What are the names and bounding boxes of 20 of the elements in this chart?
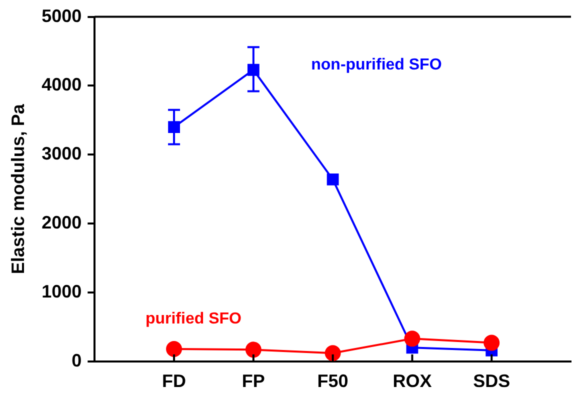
point xyxy=(326,174,339,186)
point xyxy=(324,345,341,362)
x-tick-label: ROX xyxy=(392,371,432,392)
y-tick-label: 1000 xyxy=(42,281,82,302)
x-tick-label: F50 xyxy=(317,371,348,392)
y-tick-label: 3000 xyxy=(42,144,82,164)
point xyxy=(484,334,500,351)
x-tick-label: FD xyxy=(162,371,186,392)
x-tick-label: FP xyxy=(242,371,265,392)
text: non-purified SFO xyxy=(311,56,442,74)
series-label: purified SFO xyxy=(145,310,242,328)
x-tick-label: SDS xyxy=(473,371,510,392)
y-tick-label: 0 xyxy=(72,350,82,370)
y-axis-title: Elastic modulus, Pa xyxy=(8,103,28,274)
point xyxy=(245,342,262,358)
point xyxy=(404,330,420,347)
y-tick-label: 2000 xyxy=(42,212,82,233)
y-tick-label: 5000 xyxy=(42,6,82,26)
y-tick-label: 4000 xyxy=(42,74,82,95)
point xyxy=(166,340,182,357)
